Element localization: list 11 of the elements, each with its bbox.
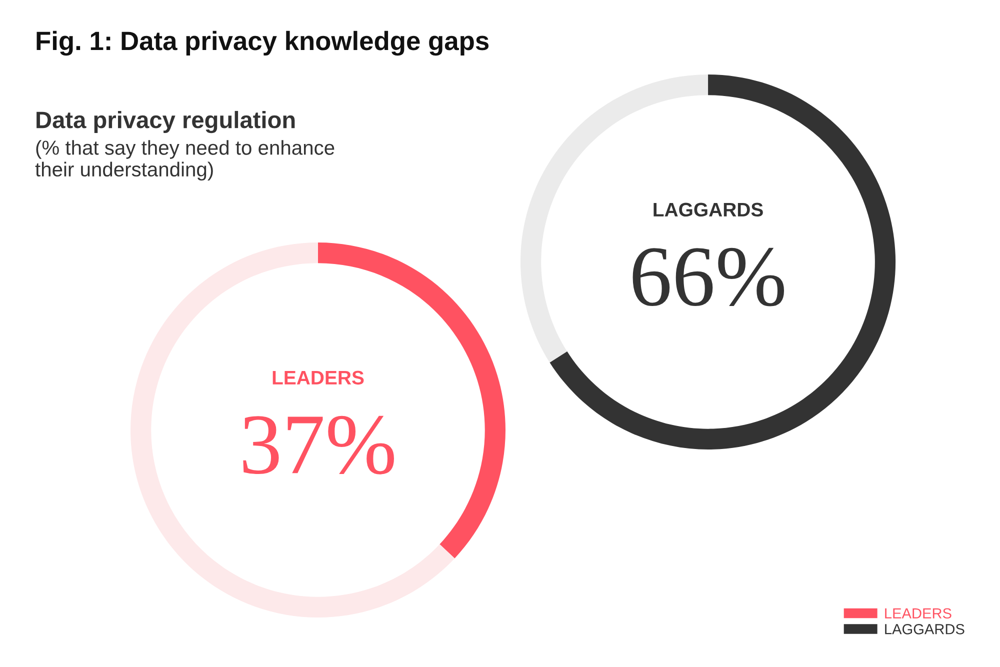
legend-label: LAGGARDS	[885, 624, 964, 634]
data-label: 37%	[243, 416, 394, 474]
chart-title: Fig. 1: Data privacy knowledge gaps	[36, 30, 489, 56]
slice-label: LEADERS	[272, 370, 364, 385]
chart-subtitle: Data privacy regulation	[36, 110, 295, 134]
text: (% that say they need to enhance their understanding)	[35, 140, 334, 181]
donut-slice	[130, 242, 455, 618]
slice-label: LAGGARDS	[654, 202, 763, 217]
data-label: 66%	[632, 248, 784, 306]
donut-slice	[550, 74, 896, 450]
legend-label: LEADERS	[885, 608, 952, 619]
